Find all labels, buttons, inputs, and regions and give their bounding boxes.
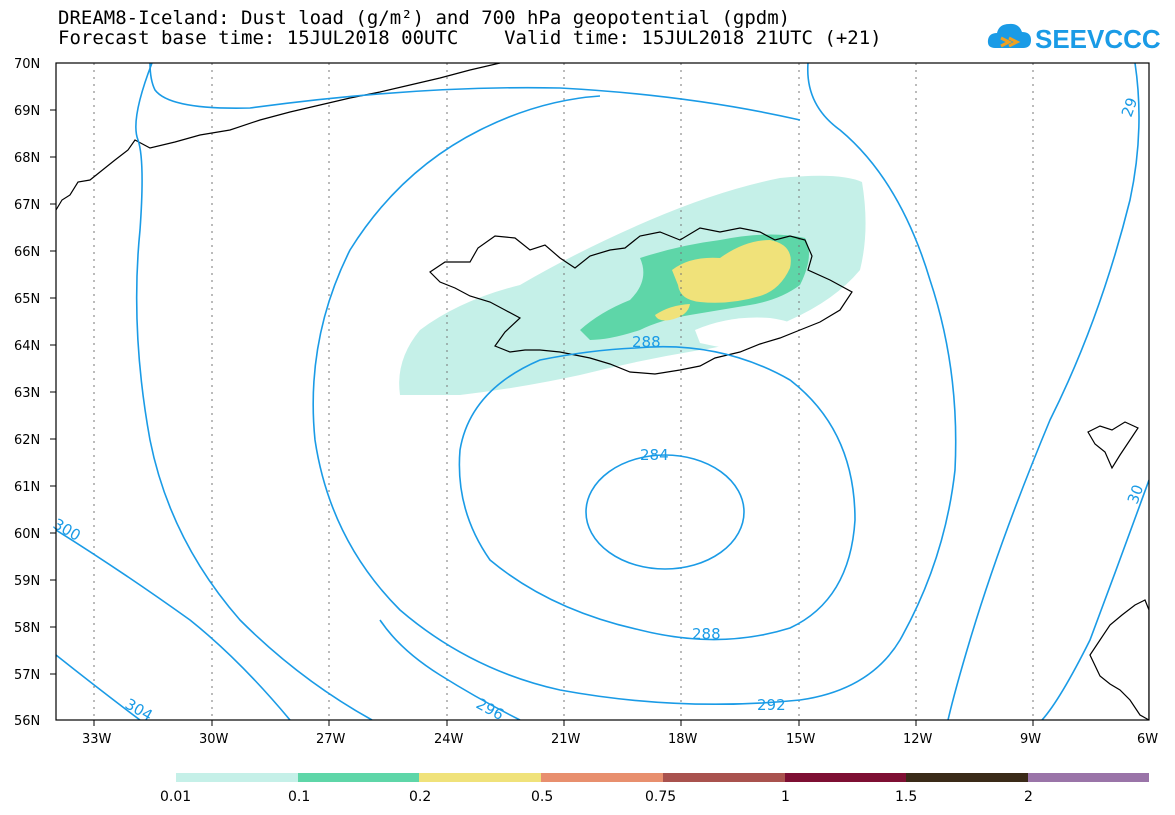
greenland-coast xyxy=(56,63,501,211)
longitude-axis: 33W 30W 27W 24W 21W 18W 15W 12W 9W 6W xyxy=(82,720,1158,747)
contour-284 xyxy=(585,454,745,570)
svg-text:65N: 65N xyxy=(14,292,40,307)
svg-text:57N: 57N xyxy=(14,668,40,683)
colorbar-label: 0.5 xyxy=(531,789,553,805)
forecast-time-line: Forecast base time: 15JUL2018 00UTC Vali… xyxy=(58,27,882,49)
geopotential-contours xyxy=(56,63,1149,720)
colorbar-label: 0.2 xyxy=(409,789,431,805)
svg-text:12W: 12W xyxy=(903,732,933,747)
svg-text:63N: 63N xyxy=(14,386,40,401)
contour-30-east xyxy=(1041,479,1149,720)
map-title: DREAM8-Iceland: Dust load (g/m²) and 700… xyxy=(58,7,791,29)
svg-text:56N: 56N xyxy=(14,714,40,729)
svg-text:21W: 21W xyxy=(551,732,581,747)
svg-text:30W: 30W xyxy=(199,732,229,747)
coastlines xyxy=(56,63,1149,720)
colorbar-swatch xyxy=(298,773,419,782)
dust-level1-area xyxy=(399,175,866,395)
colorbar-swatch xyxy=(1028,773,1149,782)
contour-29-east xyxy=(947,63,1140,720)
svg-text:9W: 9W xyxy=(1020,732,1041,747)
latitude-axis: 70N 69N 68N 67N 66N 65N 64N 63N 62N 61N … xyxy=(14,57,56,729)
colorbar-label: 2 xyxy=(1024,789,1033,805)
svg-text:68N: 68N xyxy=(14,151,40,166)
contour-296 xyxy=(135,63,373,720)
colorbar-swatch xyxy=(785,773,906,782)
svg-text:69N: 69N xyxy=(14,104,40,119)
svg-text:64N: 64N xyxy=(14,339,40,354)
seevccc-logo: SEEVCCC xyxy=(987,23,1160,54)
svg-text:33W: 33W xyxy=(82,732,112,747)
contour-label: 30 xyxy=(1124,482,1147,506)
contour-296-labelled xyxy=(379,619,521,720)
svg-text:62N: 62N xyxy=(14,433,40,448)
svg-text:24W: 24W xyxy=(434,732,464,747)
dust-level3-area xyxy=(655,240,791,321)
colorbar-label: 1 xyxy=(781,789,790,805)
contour-label: 288 xyxy=(632,333,661,351)
graticule xyxy=(93,63,1034,720)
contour-304 xyxy=(56,654,141,720)
iceland-coast xyxy=(429,227,853,375)
dust-load-shading xyxy=(399,175,866,395)
svg-text:70N: 70N xyxy=(14,57,40,72)
svg-text:6W: 6W xyxy=(1137,732,1158,747)
colorbar: 0.01 0.1 0.2 0.5 0.75 1 1.5 2 xyxy=(160,773,1149,805)
colorbar-swatch xyxy=(663,773,785,782)
svg-text:15W: 15W xyxy=(786,732,816,747)
svg-text:66N: 66N xyxy=(14,245,40,260)
map-frame xyxy=(55,62,1150,721)
scotland-coast xyxy=(1089,599,1149,720)
svg-text:67N: 67N xyxy=(14,198,40,213)
contour-label: 300 xyxy=(50,515,84,545)
colorbar-swatch xyxy=(176,773,298,782)
contour-label: 292 xyxy=(757,696,786,714)
svg-text:58N: 58N xyxy=(14,621,40,636)
logo-text: SEEVCCC xyxy=(1035,24,1160,54)
contour-label: 29 xyxy=(1118,95,1141,119)
contour-label: 284 xyxy=(640,446,669,464)
faroe-islands xyxy=(1087,421,1139,470)
svg-text:61N: 61N xyxy=(14,480,40,495)
svg-text:60N: 60N xyxy=(14,527,40,542)
colorbar-label: 1.5 xyxy=(895,789,917,805)
colorbar-swatch xyxy=(906,773,1028,782)
colorbar-swatch xyxy=(419,773,541,782)
contour-292-lower xyxy=(312,95,801,706)
colorbar-label: 0.01 xyxy=(160,789,191,805)
svg-text:27W: 27W xyxy=(316,732,346,747)
contour-292-west xyxy=(149,63,801,121)
svg-text:18W: 18W xyxy=(668,732,698,747)
colorbar-label: 0.75 xyxy=(645,789,676,805)
colorbar-swatch xyxy=(541,773,663,782)
contour-label: 288 xyxy=(692,625,721,643)
contour-labels: 288 284 288 292 296 304 300 29 30 xyxy=(50,95,1147,725)
contour-288 xyxy=(458,345,856,641)
colorbar-label: 0.1 xyxy=(288,789,310,805)
dust-clear-land xyxy=(695,317,810,352)
svg-text:59N: 59N xyxy=(14,574,40,589)
contour-300 xyxy=(56,529,291,720)
contour-292 xyxy=(799,63,957,701)
